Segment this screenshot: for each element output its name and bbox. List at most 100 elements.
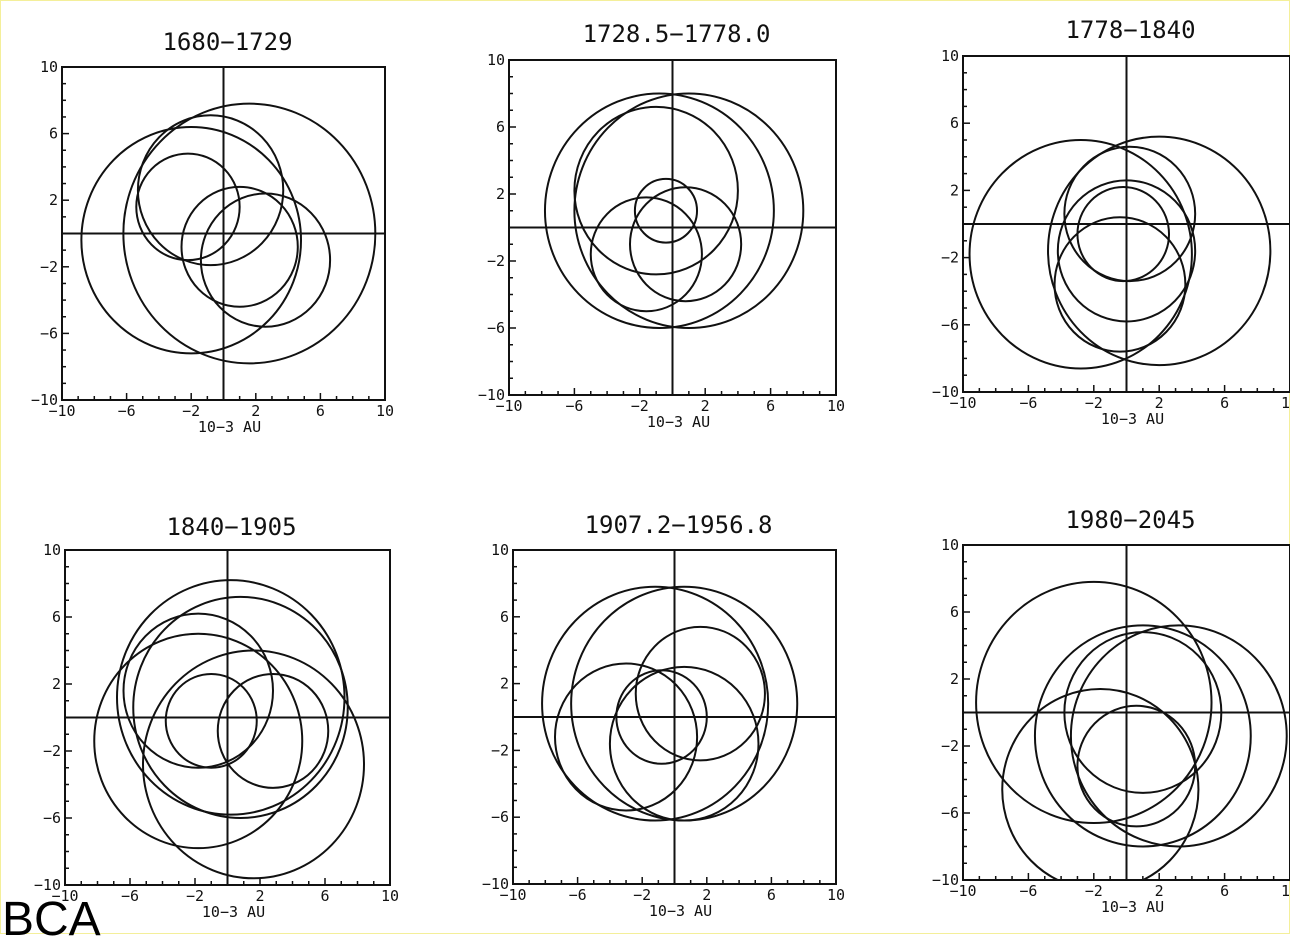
- y-tick-label: 6: [500, 608, 509, 626]
- x-tick-label: −10: [48, 402, 75, 420]
- y-tick-label: 6: [52, 608, 61, 626]
- trajectory-loop-4: [634, 625, 766, 762]
- trajectory-loop-3: [1063, 145, 1197, 283]
- trajectory-group: [968, 135, 1272, 370]
- x-tick-label: −6: [121, 887, 139, 905]
- x-axis-label: 10−3 AU: [198, 418, 261, 436]
- trajectory-loop-1: [116, 579, 346, 816]
- x-tick-label: −2: [633, 886, 651, 904]
- trajectory-group: [975, 580, 1288, 880]
- panel-title: 1728.5−1778.0: [583, 20, 771, 48]
- x-tick-label: −10: [51, 887, 78, 905]
- chart-panel-4: 1840−1905 −10 −6 −2 2 6 10 10 6 2 −2 −6 −10 10−3 AU: [34, 513, 399, 921]
- x-tick-label: 10: [1281, 882, 1290, 900]
- x-tick-label: −10: [499, 886, 526, 904]
- y-tick-label: 10: [43, 541, 61, 559]
- trajectory-loop-4: [1001, 688, 1200, 880]
- trajectory-loop-6: [164, 672, 258, 769]
- y-tick-label: 10: [941, 536, 959, 554]
- chart-panel-5: 1907.2−1956.8 −10 −6 −2 2 6 10 10 6 2 −2 −6 −10 10−3 …: [482, 511, 845, 920]
- trajectory-loop-4: [142, 649, 365, 880]
- x-tick-label: −2: [182, 402, 200, 420]
- y-tick-label: −2: [491, 741, 509, 759]
- panel-title: 1680−1729: [162, 28, 292, 56]
- y-tick-label: 10: [491, 541, 509, 559]
- y-tick-label: 6: [950, 603, 959, 621]
- trajectory-loop-2: [1069, 624, 1288, 848]
- trajectory-loop-1: [541, 585, 770, 822]
- trajectory-loop-1: [543, 92, 775, 329]
- x-tick-label: 6: [320, 887, 329, 905]
- y-tick-label: −6: [43, 809, 61, 827]
- x-tick-label: −6: [1019, 394, 1037, 412]
- y-tick-label: −10: [482, 875, 509, 893]
- y-tick-label: −10: [31, 391, 58, 409]
- x-tick-label: 10: [376, 402, 394, 420]
- trajectory-group: [541, 585, 799, 822]
- x-tick-label: 2: [251, 402, 260, 420]
- trajectory-loop-2: [80, 125, 303, 355]
- trajectory-loop-1: [975, 580, 1213, 825]
- x-tick-label: −10: [949, 882, 976, 900]
- y-tick-label: 2: [950, 181, 959, 199]
- x-tick-label: −6: [1019, 882, 1037, 900]
- trajectory-loop-2: [132, 595, 349, 820]
- y-tick-label: −2: [40, 258, 58, 276]
- chart-panel-1: 1680−1729 −10 −6 −2 2 6 10 10 6 2 −2 −6 −10 10−3 AU: [31, 28, 394, 436]
- y-tick-label: −6: [941, 804, 959, 822]
- x-tick-label: 2: [1155, 882, 1164, 900]
- trajectory-loop-6: [1076, 186, 1171, 283]
- chart-panel-3: 1778−1840 −10 −6 −2 2 6 10 10 6 2 −2 −6 −10 10−3 AU: [932, 16, 1290, 428]
- trajectory-loop-2: [1047, 135, 1272, 367]
- y-tick-label: 2: [500, 675, 509, 693]
- y-tick-label: −10: [932, 871, 959, 889]
- y-tick-label: −6: [941, 316, 959, 334]
- y-tick-label: 2: [52, 675, 61, 693]
- y-tick-label: 6: [496, 118, 505, 136]
- y-tick-label: −6: [40, 324, 58, 342]
- trajectory-loop-5: [180, 185, 299, 308]
- x-tick-label: −2: [1085, 394, 1103, 412]
- y-tick-label: 6: [49, 125, 58, 143]
- x-tick-label: 2: [255, 887, 264, 905]
- y-tick-label: 10: [941, 47, 959, 65]
- x-tick-label: 10: [827, 886, 845, 904]
- y-tick-label: −6: [487, 319, 505, 337]
- x-axis-label: 10−3 AU: [1101, 898, 1164, 916]
- y-tick-label: 2: [49, 191, 58, 209]
- panel-title: 1907.2−1956.8: [585, 511, 773, 539]
- trajectory-loop-6: [615, 669, 708, 765]
- trajectory-loop-1: [968, 139, 1193, 370]
- x-tick-label: −2: [186, 887, 204, 905]
- y-tick-label: 10: [487, 51, 505, 69]
- trajectory-loop-6: [199, 192, 332, 328]
- y-tick-label: −2: [43, 742, 61, 760]
- x-tick-label: 6: [767, 886, 776, 904]
- trajectory-loop-3: [553, 662, 699, 812]
- trajectory-loop-4: [1056, 179, 1197, 323]
- trajectory-loop-6: [1076, 704, 1197, 828]
- trajectory-loop-5: [608, 665, 760, 822]
- trajectory-loop-3: [93, 632, 304, 850]
- y-tick-label: −10: [478, 386, 505, 404]
- x-tick-label: 6: [316, 402, 325, 420]
- y-tick-label: 2: [496, 185, 505, 203]
- x-tick-label: 6: [1220, 394, 1229, 412]
- panel-title: 1840−1905: [166, 513, 296, 541]
- x-axis-label: 10−3 AU: [1101, 410, 1164, 428]
- trajectory-loop-4: [135, 152, 241, 262]
- trajectory-loop-6: [633, 177, 699, 244]
- x-axis-label: 10−3 AU: [202, 903, 265, 921]
- x-tick-label: −2: [1085, 882, 1103, 900]
- trajectory-loop-1: [122, 102, 377, 365]
- trajectory-loop-7: [216, 672, 330, 789]
- trajectory-loop-5: [1063, 631, 1223, 794]
- x-tick-label: −6: [118, 402, 136, 420]
- y-tick-label: −6: [491, 808, 509, 826]
- trajectory-group: [543, 92, 805, 329]
- trajectory-loop-5: [1053, 216, 1187, 353]
- x-tick-label: −10: [495, 397, 522, 415]
- x-tick-label: −6: [569, 886, 587, 904]
- y-tick-label: 2: [950, 670, 959, 688]
